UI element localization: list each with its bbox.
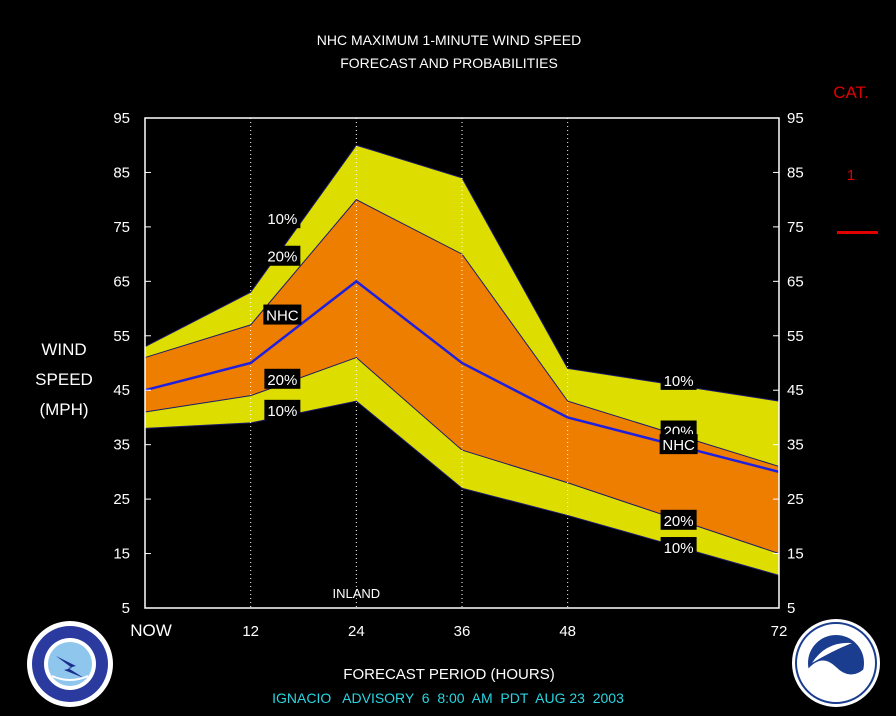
probability-label-7: NHC	[662, 437, 695, 454]
y-tick-label-left-45: 45	[113, 382, 130, 399]
probability-label-0: 10%	[267, 211, 297, 228]
probability-label-8: 20%	[664, 513, 694, 530]
y-tick-label-right-45: 45	[787, 382, 804, 399]
y-tick-label-left-35: 35	[113, 437, 130, 454]
inland-annotation: INLAND	[332, 586, 380, 601]
line-10-percent-lower	[144, 400, 780, 576]
label-bg-0	[264, 208, 301, 229]
y-tick-label-left-5: 5	[122, 600, 130, 617]
y-axis-label-line-2: SPEED	[35, 370, 93, 389]
y-tick-label-left-25: 25	[113, 491, 130, 508]
line-10-percent-upper	[144, 144, 780, 402]
line-20-percent-upper	[144, 199, 780, 467]
y-tick-label-left-65: 65	[113, 273, 130, 290]
probability-label-5: 10%	[664, 373, 694, 390]
probability-label-9: 10%	[664, 540, 694, 557]
label-bg-3	[264, 368, 301, 389]
probability-label-1: 20%	[267, 249, 297, 266]
line-20-percent-lower	[144, 356, 780, 555]
label-bg-9	[660, 537, 697, 558]
y-tick-label-right-85: 85	[787, 164, 804, 181]
label-bg-7	[659, 434, 698, 455]
advisory-text: IGNACIO ADVISORY 6 8:00 AM PDT AUG 23 20…	[272, 690, 624, 706]
plot-frame	[144, 117, 780, 609]
category-label: CAT.	[833, 83, 869, 102]
y-tick-label-right-35: 35	[787, 437, 804, 454]
probability-label-4: 10%	[267, 403, 297, 420]
category-marker	[837, 231, 878, 234]
y-tick-label-left-15: 15	[113, 546, 130, 563]
x-tick-label-2: 24	[348, 623, 365, 640]
y-tick-label-left-85: 85	[113, 164, 130, 181]
y-tick-label-left-55: 55	[113, 328, 130, 345]
x-tick-label-3: 36	[454, 623, 471, 640]
category-value: 1	[847, 167, 855, 184]
nhc-forecast-line	[144, 279, 780, 474]
label-bg-4	[264, 399, 301, 420]
label-bg-1	[264, 245, 301, 266]
x-tick-label-4: 48	[559, 623, 576, 640]
band-20-percent	[145, 199, 779, 554]
y-tick-label-right-65: 65	[787, 273, 804, 290]
probability-label-3: 20%	[267, 372, 297, 389]
y-tick-label-left-75: 75	[113, 219, 130, 236]
y-tick-label-right-15: 15	[787, 546, 804, 563]
y-tick-label-right-95: 95	[787, 110, 804, 127]
y-axis-label-line-3: (MPH)	[39, 400, 88, 419]
chart-title-line-1: NHC MAXIMUM 1-MINUTE WIND SPEED	[317, 32, 581, 48]
y-tick-label-right-55: 55	[787, 328, 804, 345]
label-bg-5	[660, 369, 697, 390]
probability-label-2: NHC	[266, 308, 299, 325]
x-tick-label-0: NOW	[130, 621, 172, 640]
nws-logo	[27, 621, 113, 707]
noaa-logo	[792, 619, 880, 707]
label-bg-8	[660, 509, 697, 530]
y-tick-label-right-25: 25	[787, 491, 804, 508]
label-bg-2	[263, 304, 302, 325]
y-tick-label-right-5: 5	[787, 600, 795, 617]
y-axis-label-line-1: WIND	[41, 340, 86, 359]
y-tick-label-right-75: 75	[787, 219, 804, 236]
x-tick-label-1: 12	[242, 623, 259, 640]
x-axis-label: FORECAST PERIOD (HOURS)	[343, 666, 554, 683]
y-tick-label-left-95: 95	[113, 110, 130, 127]
x-tick-label-5: 72	[771, 623, 788, 640]
chart-title-line-2: FORECAST AND PROBABILITIES	[340, 55, 558, 71]
